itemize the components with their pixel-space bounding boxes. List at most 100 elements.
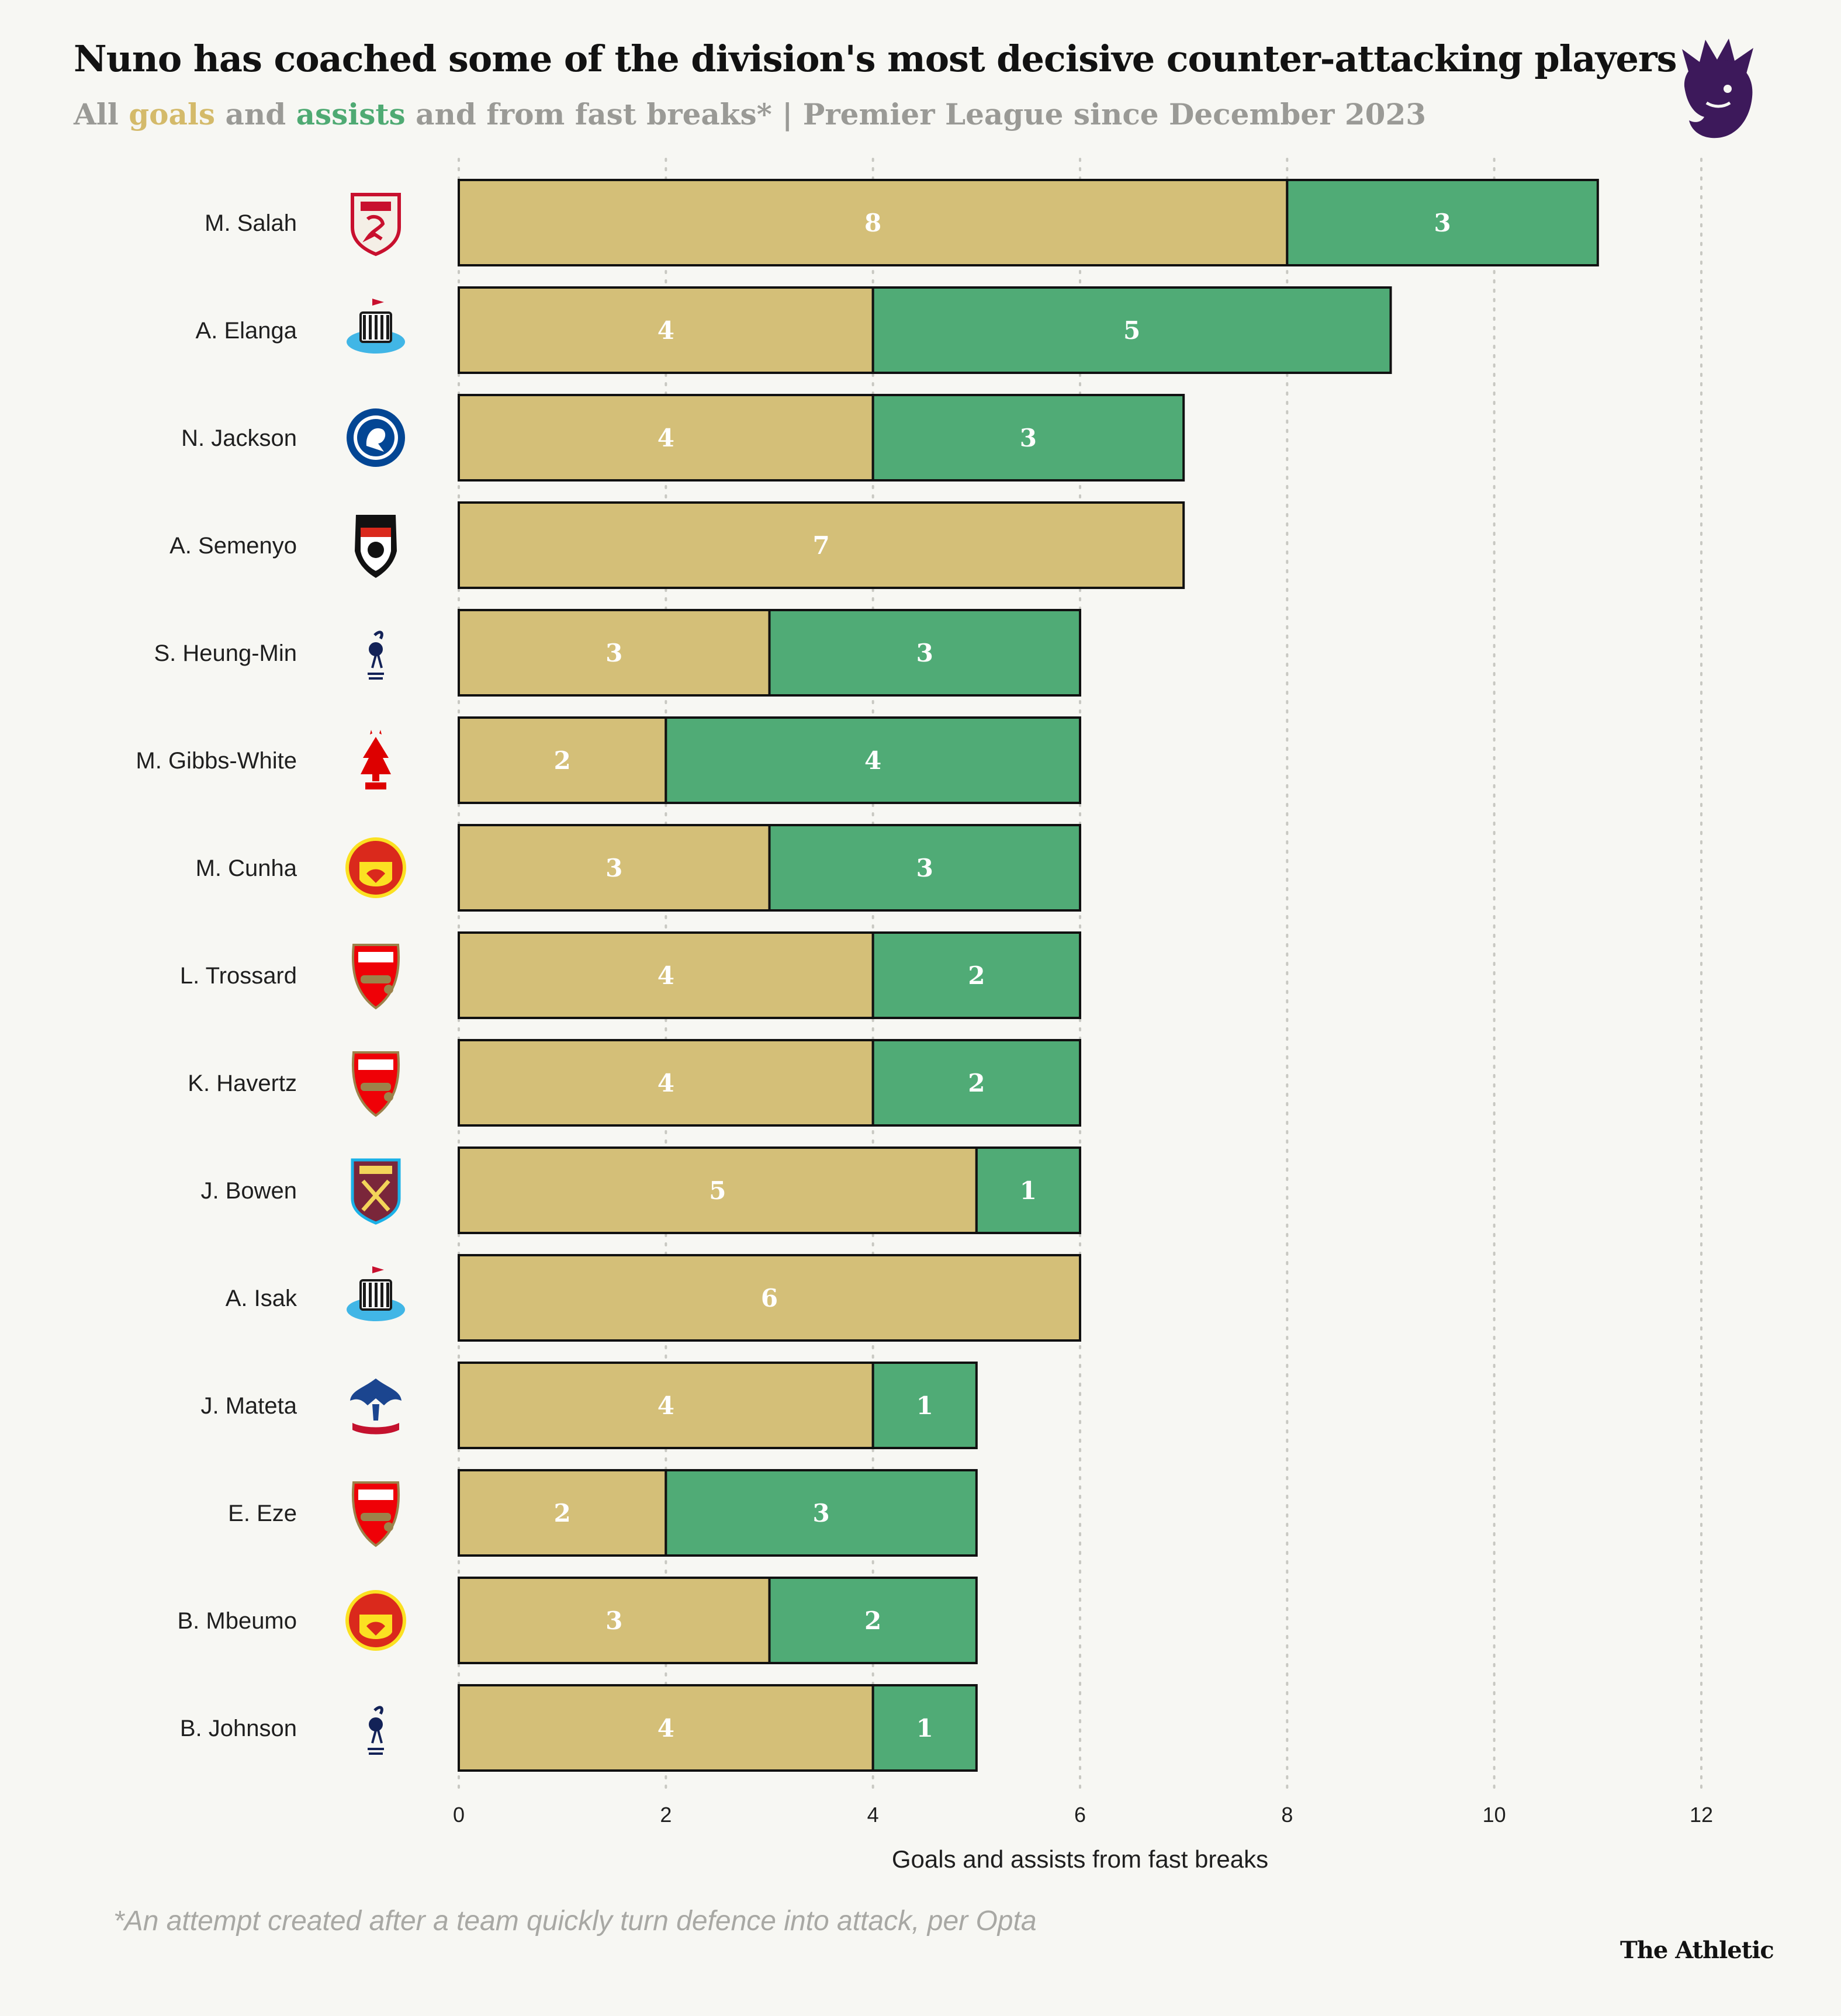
goals-bar	[458, 1577, 771, 1664]
player-label: J. Bowen	[200, 1178, 297, 1204]
nottingham-forest-crest-icon	[361, 730, 391, 789]
player-label: M. Salah	[205, 210, 297, 236]
assists-value-label: 3	[1434, 209, 1451, 237]
liverpool-crest-icon	[351, 193, 401, 257]
goals-value-label: 4	[658, 1391, 674, 1420]
bournemouth-crest-icon	[355, 515, 397, 578]
assists-value-label: 1	[916, 1714, 933, 1743]
goals-bar	[458, 1469, 667, 1557]
x-tick-label: 8	[1281, 1803, 1293, 1827]
goals-bar	[458, 1684, 874, 1772]
goals-bar	[458, 824, 771, 912]
premier-league-lion-icon	[1682, 39, 1753, 138]
assists-value-label: 2	[968, 961, 985, 990]
assists-value-label: 1	[916, 1391, 933, 1420]
goals-value-label: 3	[605, 1606, 622, 1635]
assists-bar	[768, 1577, 978, 1664]
goals-value-label: 4	[658, 424, 674, 452]
subtitle-goals-legend: goals	[129, 97, 216, 131]
player-label: M. Cunha	[196, 855, 297, 881]
arsenal-crest-icon	[351, 1051, 400, 1117]
subtitle-prefix: All	[74, 97, 129, 131]
player-label: E. Eze	[228, 1501, 297, 1526]
goals-value-label: 5	[709, 1176, 726, 1205]
player-label: B. Mbeumo	[177, 1608, 297, 1634]
goals-value-label: 3	[605, 639, 622, 667]
player-label: S. Heung-Min	[154, 640, 297, 666]
assists-bar	[871, 1039, 1081, 1127]
footnote: *An attempt created after a team quickly…	[113, 1906, 1037, 1937]
x-tick-label: 4	[867, 1803, 879, 1827]
player-label: A. Semenyo	[169, 533, 297, 559]
arsenal-crest-icon	[351, 944, 400, 1010]
subtitle-suffix: and from fast breaks* | Premier League s…	[405, 97, 1427, 131]
subtitle-and: and	[215, 97, 296, 131]
x-tick-label: 0	[453, 1803, 465, 1827]
goals-value-label: 4	[658, 1714, 674, 1743]
assists-bar	[975, 1146, 1082, 1234]
assists-bar	[768, 609, 1081, 697]
goals-bar	[458, 1254, 1081, 1342]
goals-value-label: 7	[812, 531, 829, 560]
assists-value-label: 2	[968, 1069, 985, 1097]
assists-value-label: 1	[1020, 1176, 1037, 1205]
assists-bar	[871, 1362, 978, 1449]
player-label: M. Gibbs-White	[136, 748, 297, 774]
x-axis-label: Goals and assists from fast breaks	[892, 1845, 1268, 1873]
assists-value-label: 4	[864, 746, 881, 775]
goals-bar	[458, 716, 667, 804]
goals-value-label: 4	[658, 316, 674, 345]
assists-bar	[871, 286, 1392, 374]
manchester-united-crest-icon	[345, 1590, 406, 1651]
goals-bar	[458, 609, 771, 697]
x-tick-label: 10	[1483, 1803, 1506, 1827]
assists-bar	[871, 931, 1081, 1019]
player-label: A. Elanga	[196, 318, 297, 344]
assists-value-label: 2	[864, 1606, 881, 1635]
the-athletic-logo: The Athletic	[1620, 1937, 1774, 1964]
player-label: K. Havertz	[188, 1071, 297, 1096]
goals-value-label: 2	[554, 1499, 571, 1527]
x-tick-label: 12	[1690, 1803, 1713, 1827]
goals-bar	[458, 501, 1185, 589]
assists-bar	[665, 1469, 978, 1557]
goals-bar	[458, 1039, 874, 1127]
goals-value-label: 4	[658, 961, 674, 990]
tottenham-crest-icon	[368, 631, 384, 680]
chart-subtitle: All goals and assists and from fast brea…	[74, 97, 1426, 131]
player-label: J. Mateta	[200, 1393, 297, 1419]
assists-value-label: 3	[812, 1499, 829, 1527]
assists-value-label: 3	[1020, 424, 1037, 452]
goals-value-label: 2	[554, 746, 571, 775]
goals-bar	[458, 1362, 874, 1449]
assists-bar	[871, 1684, 978, 1772]
goals-value-label: 3	[605, 854, 622, 882]
goals-value-label: 8	[864, 209, 881, 237]
west-ham-crest-icon	[351, 1158, 401, 1225]
manchester-united-crest-icon	[345, 837, 406, 898]
newcastle-crest-icon	[347, 299, 405, 354]
subtitle-assists-legend: assists	[296, 97, 406, 131]
crystal-palace-crest-icon	[350, 1378, 402, 1435]
player-label: N. Jackson	[181, 425, 297, 451]
tottenham-crest-icon	[368, 1706, 384, 1755]
x-tick-label: 2	[660, 1803, 672, 1827]
player-label: A. Isak	[226, 1286, 297, 1311]
assists-bar	[1286, 179, 1599, 266]
player-label: L. Trossard	[180, 963, 297, 989]
player-label: B. Johnson	[180, 1716, 297, 1741]
goals-bar	[458, 179, 1289, 266]
goals-bar	[458, 931, 874, 1019]
goals-value-label: 4	[658, 1069, 674, 1097]
x-tick-label: 6	[1074, 1803, 1086, 1827]
assists-bar	[665, 716, 1082, 804]
assists-value-label: 5	[1123, 316, 1140, 345]
arsenal-crest-icon	[351, 1481, 400, 1547]
assists-value-label: 3	[916, 854, 933, 882]
assists-bar	[768, 824, 1081, 912]
chelsea-crest-icon	[347, 408, 405, 467]
newcastle-crest-icon	[347, 1266, 405, 1321]
goals-bar	[458, 1146, 978, 1234]
goals-value-label: 6	[761, 1284, 778, 1312]
